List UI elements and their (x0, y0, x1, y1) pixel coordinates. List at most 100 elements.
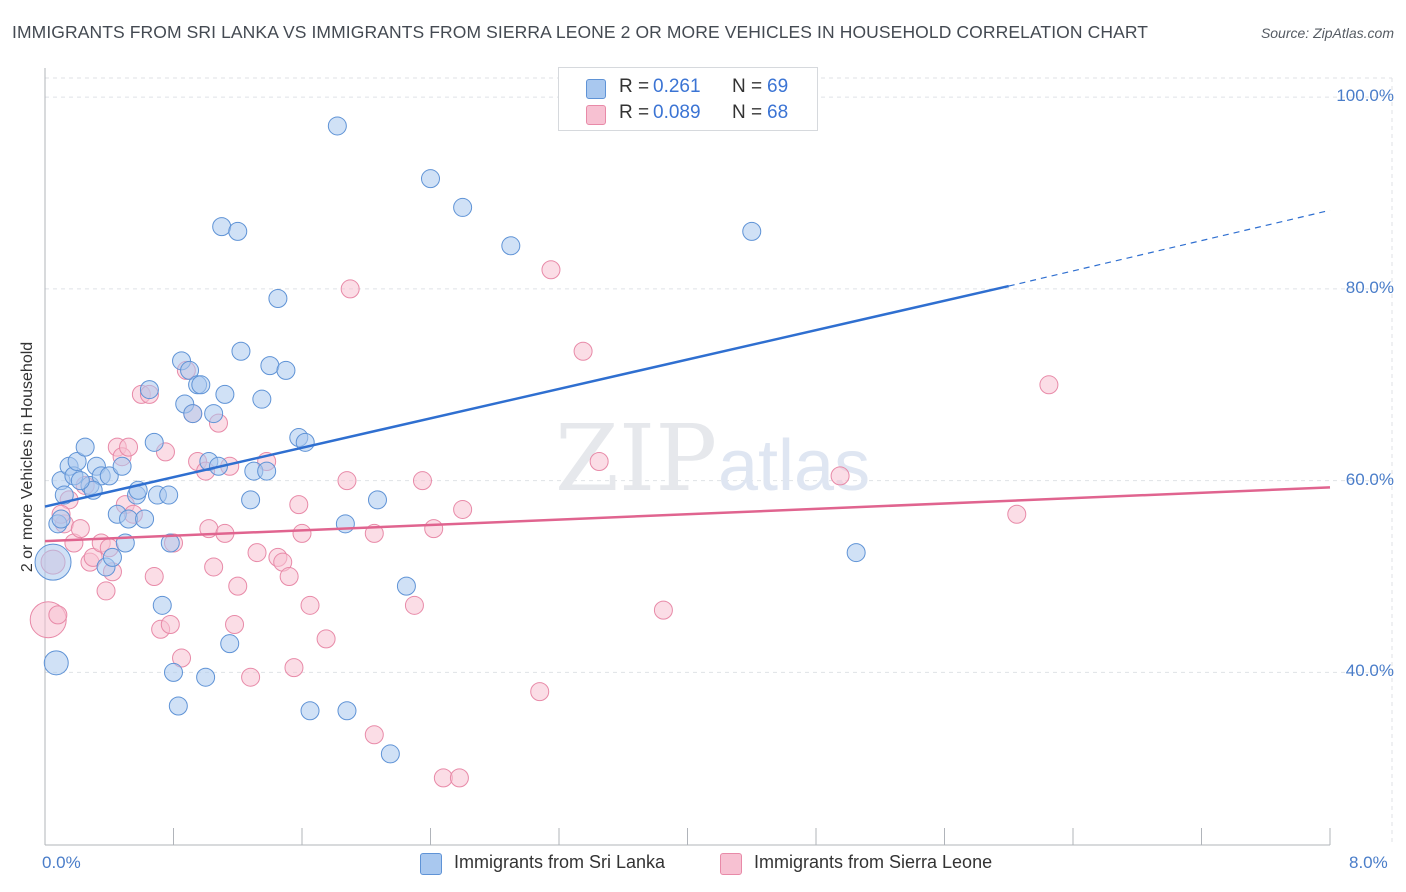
sierra-leone-point (71, 520, 89, 538)
sierra-leone-point (1040, 376, 1058, 394)
sierra-leone-point (97, 582, 115, 600)
stats-legend-box: R = 0.261 N = 69 R = 0.089 N = 68 (558, 67, 818, 131)
sri-lanka-point (136, 510, 154, 528)
sierra-leone-point (531, 683, 549, 701)
sierra-leone-point (341, 280, 359, 298)
sri-lanka-point (743, 222, 761, 240)
sri-lanka-point (113, 457, 131, 475)
sri-lanka-point (381, 745, 399, 763)
sri-lanka-point (328, 117, 346, 135)
sierra-leone-point (365, 726, 383, 744)
sri-lanka-point (76, 438, 94, 456)
sierra-leone-point (338, 472, 356, 490)
legend-label-sri-lanka: Immigrants from Sri Lanka (454, 852, 665, 873)
sri-lanka-point (847, 544, 865, 562)
sri-lanka-point (397, 577, 415, 595)
sri-lanka-point (258, 462, 276, 480)
y-axis-title: 2 or more Vehicles in Household (19, 342, 37, 572)
sierra-leone-point (290, 496, 308, 514)
sierra-leone-swatch (586, 105, 606, 125)
sri-lanka-point (35, 544, 71, 580)
sri-lanka-point (229, 222, 247, 240)
y-tick-label: 80.0% (1346, 278, 1394, 298)
sri-lanka-point (120, 510, 138, 528)
sierra-leone-point (145, 568, 163, 586)
sri-lanka-point (336, 515, 354, 533)
sri-lanka-point (261, 357, 279, 375)
sierra-leone-point (574, 342, 592, 360)
sri-lanka-swatch (586, 79, 606, 99)
sierra-leone-point (229, 577, 247, 595)
n-label: N = (732, 102, 762, 124)
sri-lanka-point (301, 702, 319, 720)
sri-lanka-point (169, 697, 187, 715)
sierra-leone-point (293, 524, 311, 542)
sierra-leone-point (654, 601, 672, 619)
sierra-leone-point (405, 596, 423, 614)
sri-lanka-point (197, 668, 215, 686)
sierra-leone-point (161, 615, 179, 633)
sri-lanka-point (242, 491, 260, 509)
sri-lanka-point (192, 376, 210, 394)
sri-lanka-trend-extension (1009, 210, 1330, 286)
sri-lanka-point (232, 342, 250, 360)
sri-lanka-point (368, 491, 386, 509)
x-tick-label-min: 0.0% (42, 853, 81, 873)
r-label: R = (619, 76, 649, 98)
sri-lanka-point (502, 237, 520, 255)
sri-lanka-point (205, 405, 223, 423)
sri-lanka-point (184, 405, 202, 423)
sierra-leone-point (242, 668, 260, 686)
sierra-leone-point (205, 558, 223, 576)
sierra-leone-point (413, 472, 431, 490)
sri-lanka-point (44, 651, 68, 675)
sierra-leone-point (120, 438, 138, 456)
sri-lanka-point (160, 486, 178, 504)
watermark-zip: ZIP (555, 405, 717, 512)
sri-lanka-point (103, 548, 121, 566)
x-tick-label-max: 8.0% (1349, 853, 1388, 873)
sierra-leone-point (317, 630, 335, 648)
sri-lanka-point (165, 663, 183, 681)
sierra-leone-point (542, 261, 560, 279)
sri-lanka-point (454, 198, 472, 216)
sri-lanka-point (145, 433, 163, 451)
sierra-leone-point (280, 568, 298, 586)
y-tick-label: 100.0% (1336, 86, 1394, 106)
sri-lanka-point (52, 510, 70, 528)
sierra-leone-point (49, 606, 67, 624)
sierra-leone-point (450, 769, 468, 787)
sri-lanka-point (140, 381, 158, 399)
sierra-leone-point (226, 615, 244, 633)
sri-lanka-point (216, 385, 234, 403)
sri-lanka-point (277, 361, 295, 379)
sierra-leone-point (425, 520, 443, 538)
legend-swatch-sri-lanka (420, 853, 442, 875)
y-tick-label: 40.0% (1346, 661, 1394, 681)
sierra-leone-point (1008, 505, 1026, 523)
sri-lanka-point (422, 170, 440, 188)
r-value: 0.261 (653, 76, 701, 98)
y-tick-label: 60.0% (1346, 470, 1394, 490)
r-value: 0.089 (653, 102, 701, 124)
sri-lanka-point (338, 702, 356, 720)
sri-lanka-point (253, 390, 271, 408)
watermark-atlas: atlas (718, 426, 870, 506)
sierra-leone-point (301, 596, 319, 614)
legend-swatch-sierra-leone (720, 853, 742, 875)
sri-lanka-point (213, 218, 231, 236)
sierra-leone-point (590, 453, 608, 471)
sierra-leone-point (434, 769, 452, 787)
legend-label-sierra-leone: Immigrants from Sierra Leone (754, 852, 992, 873)
sri-lanka-point (153, 596, 171, 614)
n-label: N = (732, 76, 762, 98)
sierra-leone-point (248, 544, 266, 562)
sierra-leone-point (831, 467, 849, 485)
sri-lanka-point (221, 635, 239, 653)
sri-lanka-point (71, 472, 89, 490)
sierra-leone-point (285, 659, 303, 677)
n-value: 68 (767, 102, 788, 124)
r-label: R = (619, 102, 649, 124)
n-value: 69 (767, 76, 788, 98)
